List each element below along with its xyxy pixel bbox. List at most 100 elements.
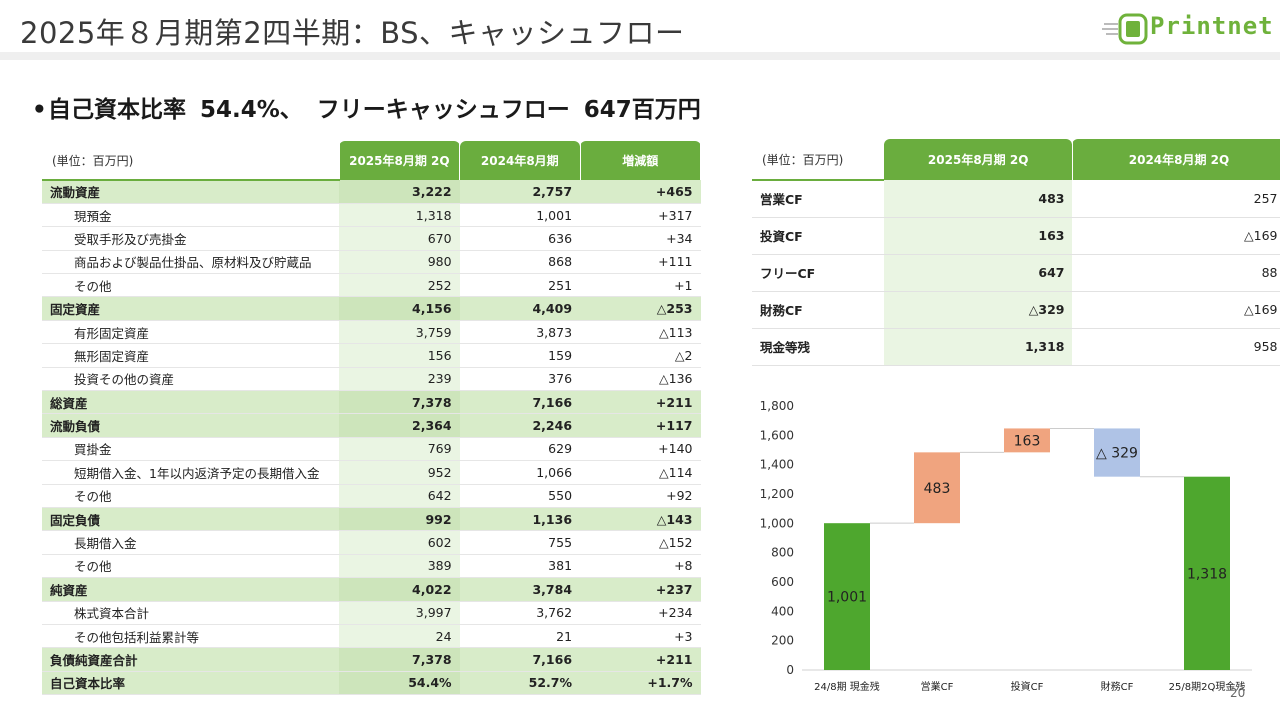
row-label: フリーCF — [752, 254, 884, 292]
cf-unit-label: (単位：百万円) — [752, 139, 885, 181]
row-label: 営業CF — [752, 180, 884, 218]
cell-v2: 1,001 — [459, 203, 581, 228]
table-row: 現預金 1,318 1,001 +317 — [42, 203, 701, 228]
row-label: その他包括利益累計等 — [42, 624, 340, 649]
cell-diff: +8 — [580, 554, 701, 579]
balance-sheet-table: (単位：百万円) 2025年8月期 2Q 2024年8月期 増減額 流動資産 3,… — [42, 141, 702, 696]
chart-bar — [1004, 428, 1050, 453]
cell-v2: 2,757 — [459, 180, 581, 204]
cell-v1: 952 — [339, 460, 460, 485]
cell-v1: 24 — [339, 624, 460, 649]
row-label: 長期借入金 — [42, 530, 340, 555]
bar-value-label: 163 — [1014, 433, 1041, 449]
cell-v1: 1,318 — [339, 203, 460, 228]
cell-diff: +1.7% — [580, 671, 701, 696]
cell-diff: +234 — [580, 601, 701, 625]
cell-v1: 769 — [339, 437, 460, 462]
cell-v1: 7,378 — [339, 390, 460, 415]
cell-v2: 381 — [459, 554, 581, 579]
bs-unit-label: (単位：百万円) — [42, 141, 340, 181]
cell-diff: +34 — [580, 226, 701, 251]
y-tick-label: 1,800 — [760, 399, 794, 413]
row-label: 固定資産 — [42, 296, 340, 321]
cell-v1: 3,759 — [339, 320, 460, 345]
table-row: 負債純資産合計 7,378 7,166 +211 — [42, 647, 701, 672]
cell-v2: 1,136 — [459, 507, 581, 532]
row-label: 株式資本合計 — [42, 601, 340, 625]
table-row: その他包括利益累計等 24 21 +3 — [42, 624, 701, 649]
cell-v2: 159 — [459, 343, 581, 368]
cell-v1: 992 — [339, 507, 460, 532]
cell-v2: 755 — [459, 530, 581, 555]
cell-diff: △2 — [580, 343, 701, 368]
table-row: 固定資産 4,156 4,409 △253 — [42, 296, 701, 321]
row-label: 有形固定資産 — [42, 320, 340, 345]
cell-v1: 156 — [339, 343, 460, 368]
cell-v2: 21 — [459, 624, 581, 649]
printnet-logo: Printnet — [1102, 10, 1274, 48]
bs-table-body: 流動資産 3,222 2,757 +465 現預金 1,318 1,001 +317 受取手形及… — [42, 180, 701, 696]
page-title: 2025年８月期第2四半期：BS、キャッシュフロー — [20, 16, 685, 50]
table-row: 流動資産 3,222 2,757 +465 — [42, 180, 701, 204]
cell-v1: 2,364 — [339, 413, 460, 438]
cell-v1: 642 — [339, 484, 460, 508]
table-row: 買掛金 769 629 +140 — [42, 437, 701, 462]
table-row: 投資CF 163 △169 — [752, 217, 1280, 255]
cell-v2: 251 — [459, 273, 581, 298]
row-label: 固定負債 — [42, 507, 340, 532]
cell-v1: 602 — [339, 530, 460, 555]
row-label: 商品および製品仕掛品、原材料及び貯蔵品 — [42, 250, 340, 275]
table-row: 投資その他の資産 239 376 △136 — [42, 367, 701, 392]
row-label: 短期借入金、1年以内返済予定の長期借入金 — [42, 460, 340, 485]
chart-bar — [1094, 428, 1140, 477]
cell-v1: 4,156 — [339, 296, 460, 321]
headline-equity-ratio-label: 自己資本比率 — [48, 97, 186, 123]
cell-v2: 4,409 — [459, 296, 581, 321]
cell-diff: +211 — [580, 647, 701, 672]
cell-v2: 636 — [459, 226, 581, 251]
cell-v1: 163 — [883, 217, 1073, 255]
bs-header-2024: 2024年8月期 — [459, 141, 581, 180]
cell-v1: △329 — [883, 291, 1073, 329]
cell-v2: 1,066 — [459, 460, 581, 485]
cell-diff: △113 — [580, 320, 701, 345]
table-row: その他 389 381 +8 — [42, 554, 701, 579]
table-row: フリーCF 647 88 — [752, 254, 1280, 292]
cell-v1: 647 — [883, 254, 1073, 292]
table-row: 有形固定資産 3,759 3,873 △113 — [42, 320, 701, 345]
cell-v2: 257 — [1072, 180, 1280, 218]
table-row: 株式資本合計 3,997 3,762 +234 — [42, 601, 701, 625]
row-label: 買掛金 — [42, 437, 340, 462]
bs-header-2025-2q: 2025年8月期 2Q — [339, 141, 461, 180]
cell-diff: +237 — [580, 577, 701, 602]
header-divider — [0, 52, 1280, 60]
row-label: その他 — [42, 273, 340, 298]
row-label: 負債純資産合計 — [42, 647, 340, 672]
cell-diff: △136 — [580, 367, 701, 392]
cell-v2: 3,784 — [459, 577, 581, 602]
table-row: 流動負債 2,364 2,246 +117 — [42, 413, 701, 438]
row-label: 投資その他の資産 — [42, 367, 340, 392]
table-row: 営業CF 483 257 — [752, 180, 1280, 218]
row-label: その他 — [42, 484, 340, 508]
row-label: 流動資産 — [42, 180, 340, 204]
logo-text: Printnet — [1150, 12, 1274, 40]
table-row: 商品および製品仕掛品、原材料及び貯蔵品 980 868 +111 — [42, 250, 701, 275]
table-row: 無形固定資産 156 159 △2 — [42, 343, 701, 368]
table-row: 自己資本比率 54.4% 52.7% +1.7% — [42, 671, 701, 696]
cell-diff: △143 — [580, 507, 701, 532]
row-label: 流動負債 — [42, 413, 340, 438]
cell-v1: 3,997 — [339, 601, 460, 625]
x-tick-label: 投資CF — [1011, 680, 1044, 693]
page-number: 20 — [1230, 686, 1246, 700]
row-label: 自己資本比率 — [42, 671, 340, 696]
cell-v2: 7,166 — [459, 390, 581, 415]
cf-header-2024-2q: 2024年8月期 2Q — [1072, 139, 1280, 180]
row-label: 受取手形及び売掛金 — [42, 226, 340, 251]
row-label: 現預金 — [42, 203, 340, 228]
bs-header-diff: 増減額 — [580, 141, 702, 180]
y-tick-label: 1,000 — [760, 516, 794, 530]
cell-diff: △114 — [580, 460, 701, 485]
cell-v2: 88 — [1072, 254, 1280, 292]
y-tick-label: 400 — [771, 604, 794, 618]
